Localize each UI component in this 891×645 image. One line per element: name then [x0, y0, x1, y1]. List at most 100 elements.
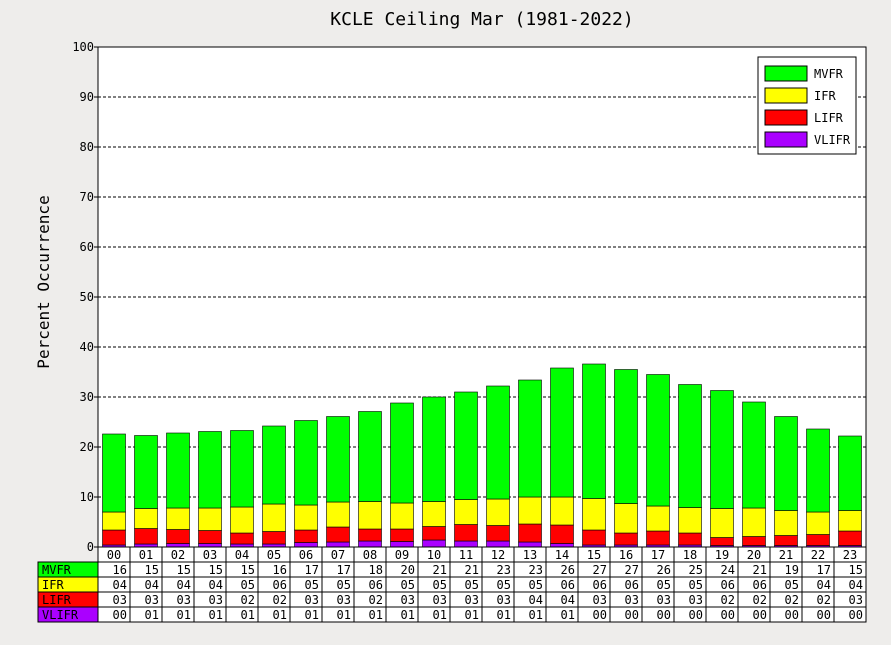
- bar-mvfr-13: [518, 379, 542, 498]
- table-cell: 02: [273, 593, 287, 607]
- table-cell: 00: [113, 608, 127, 622]
- table-cell: 05: [305, 578, 319, 592]
- bar-lifr-11: [454, 524, 478, 542]
- table-cell: 05: [529, 578, 543, 592]
- bar-mvfr-01: [134, 435, 158, 509]
- bar-lifr-09: [390, 528, 414, 542]
- table-cell: 06: [273, 578, 287, 592]
- table-cell: 17: [337, 563, 351, 577]
- legend-label-vlifr: VLIFR: [814, 133, 851, 147]
- bar-ifr-05: [262, 503, 286, 532]
- bar-ifr-00: [102, 511, 126, 531]
- table-cell: 01: [145, 608, 159, 622]
- x-tick-label-01: 01: [139, 548, 153, 562]
- table-cell: 27: [625, 563, 639, 577]
- table-cell: 15: [177, 563, 191, 577]
- grid-lines: [98, 96, 866, 498]
- y-axis-label: Percent Occurrence: [34, 195, 53, 368]
- bar-ifr-19: [710, 508, 734, 538]
- table-row-label-text: VLIFR: [42, 608, 79, 622]
- table-cell: 02: [721, 593, 735, 607]
- table-cell: 00: [817, 608, 831, 622]
- x-tick-label-02: 02: [171, 548, 185, 562]
- table-cell: 25: [689, 563, 703, 577]
- table-cell: 03: [689, 593, 703, 607]
- bar-mvfr-04: [230, 430, 254, 508]
- table-cell: 16: [113, 563, 127, 577]
- table-cell: 04: [529, 593, 543, 607]
- table-cell: 01: [465, 608, 479, 622]
- table-cell: 16: [273, 563, 287, 577]
- bar-ifr-17: [646, 505, 670, 532]
- bar-ifr-21: [774, 510, 798, 536]
- bar-lifr-20: [742, 536, 766, 546]
- legend-label-mvfr: MVFR: [814, 67, 844, 81]
- bar-ifr-07: [326, 501, 350, 528]
- x-tick-label-04: 04: [235, 548, 249, 562]
- table-cell: 05: [241, 578, 255, 592]
- table-row-label-text: LIFR: [42, 593, 72, 607]
- table-cell: 00: [657, 608, 671, 622]
- bar-vlifr-10: [422, 539, 446, 548]
- bar-ifr-22: [806, 511, 830, 535]
- legend-label-lifr: LIFR: [814, 111, 844, 125]
- table-cell: 27: [593, 563, 607, 577]
- table-cell: 17: [817, 563, 831, 577]
- bar-vlifr-08: [358, 540, 382, 548]
- x-tick-label-23: 23: [843, 548, 857, 562]
- y-tick-label: 40: [80, 340, 94, 354]
- table-cell: 03: [593, 593, 607, 607]
- table-cell: 05: [401, 578, 415, 592]
- table-cell: 06: [593, 578, 607, 592]
- y-tick-label: 50: [80, 290, 94, 304]
- bar-ifr-08: [358, 501, 382, 530]
- table-row-label-text: IFR: [42, 578, 64, 592]
- x-tick-label-22: 22: [811, 548, 825, 562]
- table-cell: 26: [561, 563, 575, 577]
- bar-ifr-01: [134, 508, 158, 529]
- table-cell: 21: [753, 563, 767, 577]
- bar-ifr-14: [550, 496, 574, 526]
- bar-lifr-19: [710, 537, 734, 546]
- x-tick-label-11: 11: [459, 548, 473, 562]
- bar-ifr-02: [166, 507, 190, 530]
- data-table: 00 01 02 03 04 05 06 07 08 09 10 11 12 13 14 15 16 17 18 19…: [37, 546, 867, 623]
- x-tick-label-07: 07: [331, 548, 345, 562]
- table-cell: 03: [113, 593, 127, 607]
- table-cell: 01: [529, 608, 543, 622]
- x-tick-label-03: 03: [203, 548, 217, 562]
- bar-mvfr-19: [710, 390, 734, 509]
- table-cell: 03: [433, 593, 447, 607]
- bar-mvfr-18: [678, 384, 702, 508]
- table-cell: 05: [337, 578, 351, 592]
- x-tick-label-21: 21: [779, 548, 793, 562]
- table-cell: 01: [177, 608, 191, 622]
- x-tick-label-09: 09: [395, 548, 409, 562]
- table-cell: 00: [625, 608, 639, 622]
- table-cell: 02: [753, 593, 767, 607]
- table-cell: 21: [465, 563, 479, 577]
- table-cell: 04: [817, 578, 831, 592]
- chart-title: KCLE Ceiling Mar (1981-2022): [330, 9, 633, 30]
- table-cell: 04: [113, 578, 127, 592]
- table-cell: 26: [657, 563, 671, 577]
- x-tick-label-17: 17: [651, 548, 665, 562]
- table-cell: 00: [593, 608, 607, 622]
- table-cell: 04: [561, 593, 575, 607]
- bar-lifr-05: [262, 531, 286, 545]
- table-cell: 04: [849, 578, 863, 592]
- bar-lifr-14: [550, 524, 574, 544]
- legend: MVFR IFR LIFR VLIFR: [757, 56, 857, 155]
- table-cell: 00: [753, 608, 767, 622]
- table-cell: 05: [465, 578, 479, 592]
- table-cell: 15: [849, 563, 863, 577]
- table-cell: 17: [305, 563, 319, 577]
- bar-mvfr-14: [550, 367, 574, 498]
- bar-mvfr-21: [774, 416, 798, 511]
- table-cell: 15: [209, 563, 223, 577]
- bar-ifr-13: [518, 496, 542, 525]
- legend-swatch-ifr: [764, 87, 808, 104]
- bar-mvfr-07: [326, 416, 350, 503]
- table-cell: 03: [465, 593, 479, 607]
- table-cell: 02: [369, 593, 383, 607]
